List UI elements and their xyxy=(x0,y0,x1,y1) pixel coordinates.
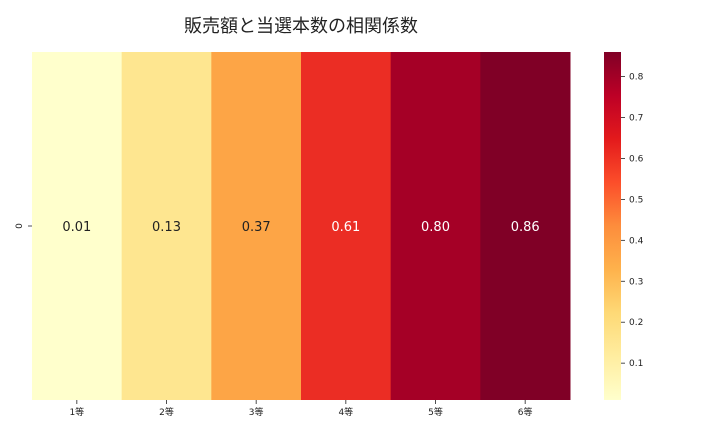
cell-value-label: 0.80 xyxy=(421,220,450,235)
cell-value-label: 0.37 xyxy=(242,220,271,235)
colorbar-tick-label: 0.8 xyxy=(629,73,644,83)
heatmap-cell xyxy=(480,52,571,400)
cell-value-label: 0.86 xyxy=(511,220,540,235)
heatmap-cell xyxy=(211,52,302,400)
x-tick-label: 5等 xyxy=(428,406,443,418)
heatmap-cell xyxy=(301,52,392,400)
x-tick-label: 4等 xyxy=(338,406,353,418)
cell-value-label: 0.01 xyxy=(62,220,91,235)
heatmap-cell xyxy=(121,52,212,400)
x-tick-label: 3等 xyxy=(249,406,264,418)
chart-title: 販売額と当選本数の相関係数 xyxy=(184,16,418,37)
y-tick-label: 0 xyxy=(15,223,25,229)
x-tick-label: 1等 xyxy=(69,406,84,418)
cell-value-label: 0.61 xyxy=(331,220,360,235)
colorbar-tick-label: 0.3 xyxy=(629,277,643,287)
colorbar-tick-label: 0.2 xyxy=(629,318,643,328)
colorbar xyxy=(604,52,621,400)
heatmap-cell xyxy=(390,52,481,400)
heatmap-cells xyxy=(32,52,571,400)
colorbar-tick-label: 0.6 xyxy=(629,154,644,164)
x-tick-label: 2等 xyxy=(159,406,174,418)
colorbar-tick-label: 0.5 xyxy=(629,195,643,205)
x-tick-label: 6等 xyxy=(518,406,533,418)
x-axis: 1等 2等 3等 4等 5等 6等 xyxy=(69,400,533,418)
colorbar-tick-label: 0.4 xyxy=(629,236,644,246)
heatmap-cell xyxy=(32,52,123,400)
cell-value-label: 0.13 xyxy=(152,220,181,235)
colorbar-tick-label: 0.1 xyxy=(629,359,643,369)
colorbar-tick-label: 0.7 xyxy=(629,114,643,124)
y-axis: 0 xyxy=(15,223,32,229)
colorbar-axis: 0.1 0.2 0.3 0.4 0.5 0.6 0.7 0.8 xyxy=(621,73,644,369)
cell-labels: 0.01 0.13 0.37 0.61 0.80 0.86 xyxy=(62,220,539,235)
